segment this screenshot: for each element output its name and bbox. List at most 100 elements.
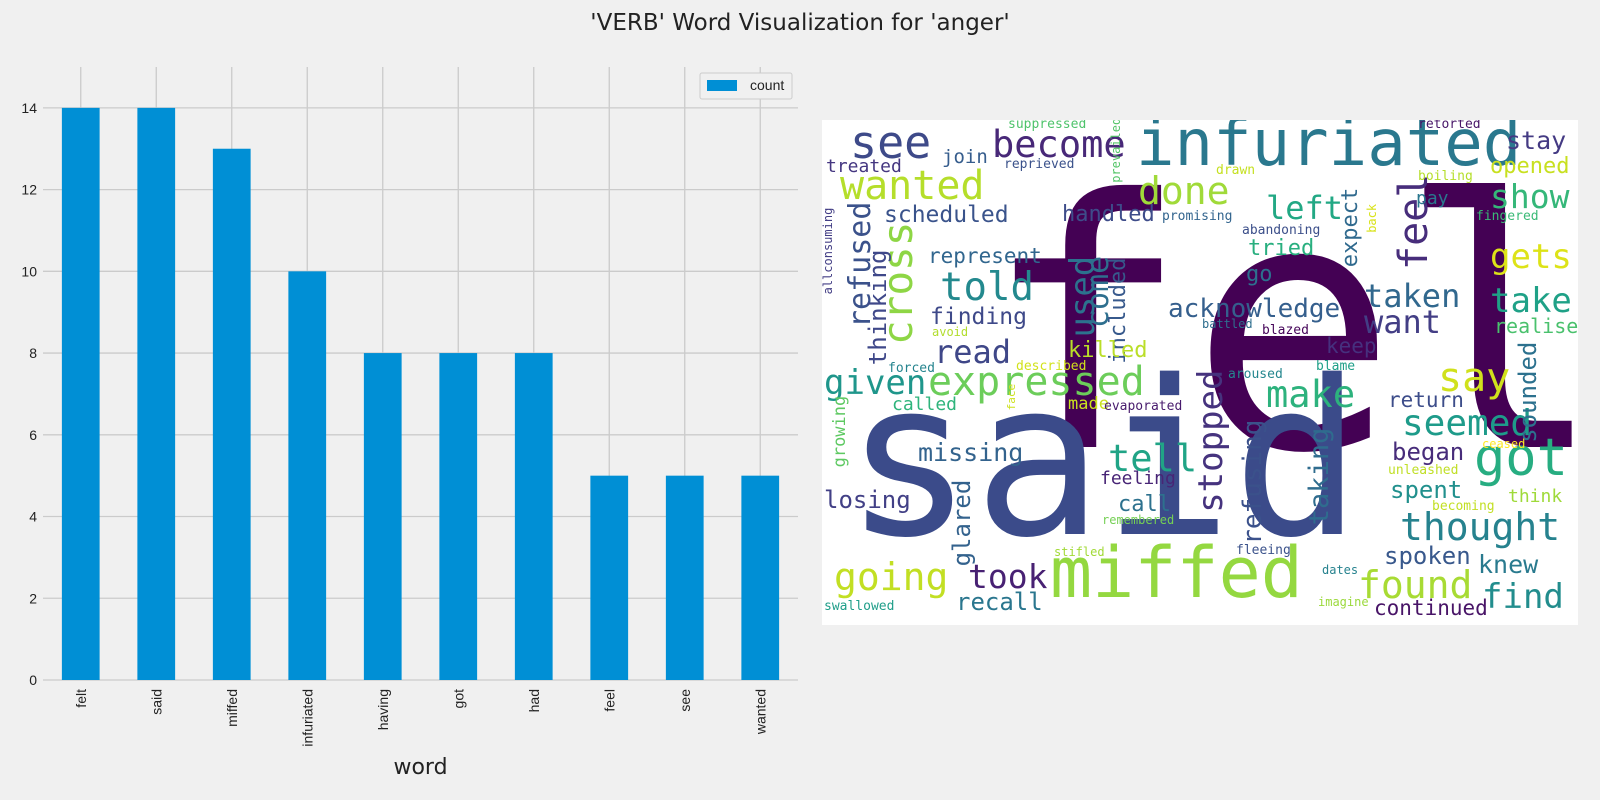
cloud-word: finding bbox=[930, 304, 1027, 330]
cloud-word: stay bbox=[1506, 126, 1567, 155]
cloud-word: left bbox=[1266, 189, 1344, 227]
cloud-word: killed bbox=[1068, 338, 1148, 363]
y-tick-label: 4 bbox=[29, 509, 37, 525]
cloud-word: aroused bbox=[1228, 367, 1283, 382]
cloud-word: suppressed bbox=[1008, 120, 1087, 132]
cloud-word: described bbox=[1016, 359, 1087, 374]
cloud-word: spent bbox=[1390, 476, 1463, 504]
y-tick-label: 10 bbox=[21, 263, 37, 279]
cloud-word: blame bbox=[1316, 359, 1356, 374]
cloud-word: show bbox=[1490, 177, 1570, 216]
cloud-word: losing bbox=[824, 486, 911, 514]
cloud-word: unleashed bbox=[1388, 463, 1459, 478]
cloud-word: scheduled bbox=[884, 202, 1009, 228]
cloud-word: seemed bbox=[1402, 403, 1533, 444]
y-tick-label: 14 bbox=[21, 100, 37, 116]
cloud-word: recall bbox=[956, 588, 1043, 616]
cloud-word: given bbox=[824, 363, 927, 403]
cloud-word: wanted bbox=[840, 163, 985, 209]
cloud-word: remembered bbox=[1102, 513, 1175, 527]
cloud-word: began bbox=[1392, 438, 1465, 466]
cloud-word: blazed bbox=[1262, 323, 1309, 338]
x-tick-label: miffed bbox=[224, 689, 240, 727]
cloud-word: becoming bbox=[1432, 499, 1495, 514]
bar bbox=[741, 475, 780, 680]
cloud-word: thought bbox=[1400, 505, 1561, 549]
cloud-word: find bbox=[1482, 577, 1564, 617]
bar bbox=[137, 107, 176, 680]
cloud-word: felt bbox=[982, 128, 1578, 529]
cloud-word: called bbox=[892, 394, 958, 415]
x-tick-label: feel bbox=[601, 689, 617, 712]
cloud-word: call bbox=[1118, 492, 1171, 517]
y-tick-label: 6 bbox=[29, 427, 37, 443]
x-axis-label: word bbox=[393, 755, 447, 780]
cloud-word: prevailed bbox=[1109, 120, 1123, 183]
cloud-word: see bbox=[850, 120, 932, 169]
bar bbox=[514, 353, 553, 680]
cloud-word: fingered bbox=[1476, 209, 1539, 224]
cloud-word: ceased bbox=[1482, 437, 1526, 451]
cloud-word: reprieved bbox=[1004, 157, 1075, 172]
cloud-word: said bbox=[844, 334, 1362, 585]
cloud-word: promising bbox=[1162, 209, 1233, 224]
cloud-word: missing bbox=[918, 438, 1024, 467]
bar bbox=[439, 353, 478, 680]
cloud-word: imagine bbox=[1318, 595, 1369, 609]
cloud-word: forced bbox=[888, 361, 935, 376]
cloud-word: knew bbox=[1478, 550, 1539, 579]
bar bbox=[665, 475, 704, 680]
cloud-word: say bbox=[1438, 355, 1511, 401]
cloud-word: going bbox=[834, 555, 949, 599]
bar bbox=[363, 353, 402, 680]
cloud-word: realise bbox=[1494, 314, 1578, 338]
cloud-word: continued bbox=[1374, 596, 1488, 620]
bar bbox=[61, 107, 100, 680]
cloud-word: taken bbox=[1364, 277, 1461, 315]
cloud-word: allconsuming bbox=[822, 207, 835, 295]
y-tick-label: 0 bbox=[29, 672, 37, 688]
cloud-word: spoken bbox=[1384, 542, 1471, 570]
cloud-word: infuriated bbox=[1136, 120, 1522, 181]
x-tick-label: see bbox=[677, 689, 693, 712]
cloud-word: tried bbox=[1248, 236, 1315, 261]
cloud-word: handled bbox=[1062, 202, 1155, 227]
cloud-word: glared bbox=[948, 479, 976, 567]
cloud-word: growing bbox=[830, 395, 850, 468]
cloud-word: pay bbox=[1416, 188, 1449, 209]
cloud-word: sounded bbox=[1514, 341, 1542, 443]
cloud-word: refusing bbox=[1238, 419, 1268, 545]
x-tick-label: wanted bbox=[752, 689, 768, 735]
cloud-word: go bbox=[1246, 262, 1273, 287]
cloud-word: return bbox=[1388, 388, 1464, 412]
cloud-word: treated bbox=[826, 156, 902, 177]
y-tick-label: 2 bbox=[29, 590, 37, 606]
cloud-word: found bbox=[1358, 563, 1473, 607]
cloud-word: avoid bbox=[932, 325, 969, 339]
cloud-word: keep bbox=[1326, 334, 1377, 358]
cloud-word: told bbox=[940, 265, 1034, 310]
cloud-word: opened bbox=[1490, 154, 1570, 179]
y-tick-label: 8 bbox=[29, 345, 37, 361]
cloud-word: abandoning bbox=[1242, 223, 1321, 238]
cloud-word: expressed bbox=[928, 359, 1145, 405]
x-tick-label: infuriated bbox=[299, 689, 315, 747]
figure-title: 'VERB' Word Visualization for 'anger' bbox=[590, 10, 1010, 36]
cloud-word: thinking bbox=[864, 249, 892, 366]
cloud-word: make bbox=[1266, 373, 1356, 416]
cloud-word: evaporated bbox=[1104, 399, 1183, 414]
x-tick-label: felt bbox=[73, 689, 89, 708]
cloud-word: become bbox=[992, 123, 1126, 166]
cloud-word: dates bbox=[1322, 563, 1359, 577]
x-tick-label: having bbox=[375, 689, 391, 730]
cloud-word: swallowed bbox=[824, 599, 895, 614]
x-tick-label: had bbox=[526, 689, 542, 712]
cloud-word: retorted bbox=[1418, 120, 1481, 132]
cloud-word: acknowledge bbox=[1168, 294, 1341, 324]
cloud-word: made bbox=[1068, 394, 1109, 414]
cloud-word: want bbox=[1364, 303, 1442, 341]
cloud-word: boiling bbox=[1418, 169, 1473, 184]
cloud-word: miffed bbox=[1050, 532, 1303, 614]
cloud-word: read bbox=[934, 333, 1012, 371]
